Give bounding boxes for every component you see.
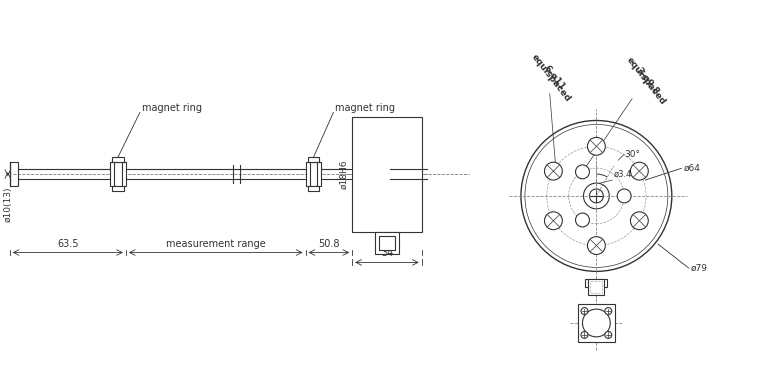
Bar bbox=[110, 162, 126, 186]
Circle shape bbox=[575, 165, 590, 179]
Text: equispaced: equispaced bbox=[624, 55, 667, 107]
Bar bbox=[308, 186, 319, 191]
Circle shape bbox=[587, 237, 605, 254]
Bar bbox=[112, 186, 124, 191]
Circle shape bbox=[544, 212, 562, 230]
Circle shape bbox=[575, 213, 590, 227]
Text: ø79: ø79 bbox=[691, 264, 708, 273]
Circle shape bbox=[617, 189, 631, 203]
Text: 6-ø11: 6-ø11 bbox=[542, 64, 566, 92]
Text: 50.8: 50.8 bbox=[318, 239, 340, 249]
Bar bbox=[588, 279, 604, 295]
Text: magnet ring: magnet ring bbox=[142, 102, 202, 113]
Bar bbox=[375, 232, 399, 254]
Circle shape bbox=[605, 307, 612, 315]
Bar bbox=[10, 162, 17, 186]
Text: 34: 34 bbox=[381, 248, 393, 258]
Text: 63.5: 63.5 bbox=[57, 239, 78, 249]
Bar bbox=[308, 157, 319, 162]
Bar bbox=[585, 279, 607, 287]
Text: ø10(13): ø10(13) bbox=[3, 186, 12, 222]
Bar bbox=[112, 157, 124, 162]
Circle shape bbox=[631, 212, 648, 230]
Bar bbox=[578, 304, 616, 342]
Text: ø18H6: ø18H6 bbox=[339, 159, 348, 189]
Text: 30°: 30° bbox=[624, 150, 640, 159]
Circle shape bbox=[544, 162, 562, 180]
Text: ø64: ø64 bbox=[683, 164, 700, 173]
Bar bbox=[591, 281, 603, 293]
Text: magnet ring: magnet ring bbox=[335, 102, 395, 113]
Text: measurement range: measurement range bbox=[166, 239, 265, 249]
Circle shape bbox=[582, 309, 610, 337]
Text: 3-ø9.8: 3-ø9.8 bbox=[634, 66, 661, 96]
Text: equispaced: equispaced bbox=[530, 52, 572, 104]
Circle shape bbox=[605, 331, 612, 338]
Circle shape bbox=[587, 137, 605, 155]
Circle shape bbox=[581, 331, 588, 338]
Circle shape bbox=[581, 307, 588, 315]
Circle shape bbox=[631, 162, 648, 180]
Text: ø3.4: ø3.4 bbox=[613, 170, 632, 179]
Bar bbox=[352, 117, 422, 232]
Bar bbox=[306, 162, 321, 186]
Bar bbox=[379, 236, 395, 249]
